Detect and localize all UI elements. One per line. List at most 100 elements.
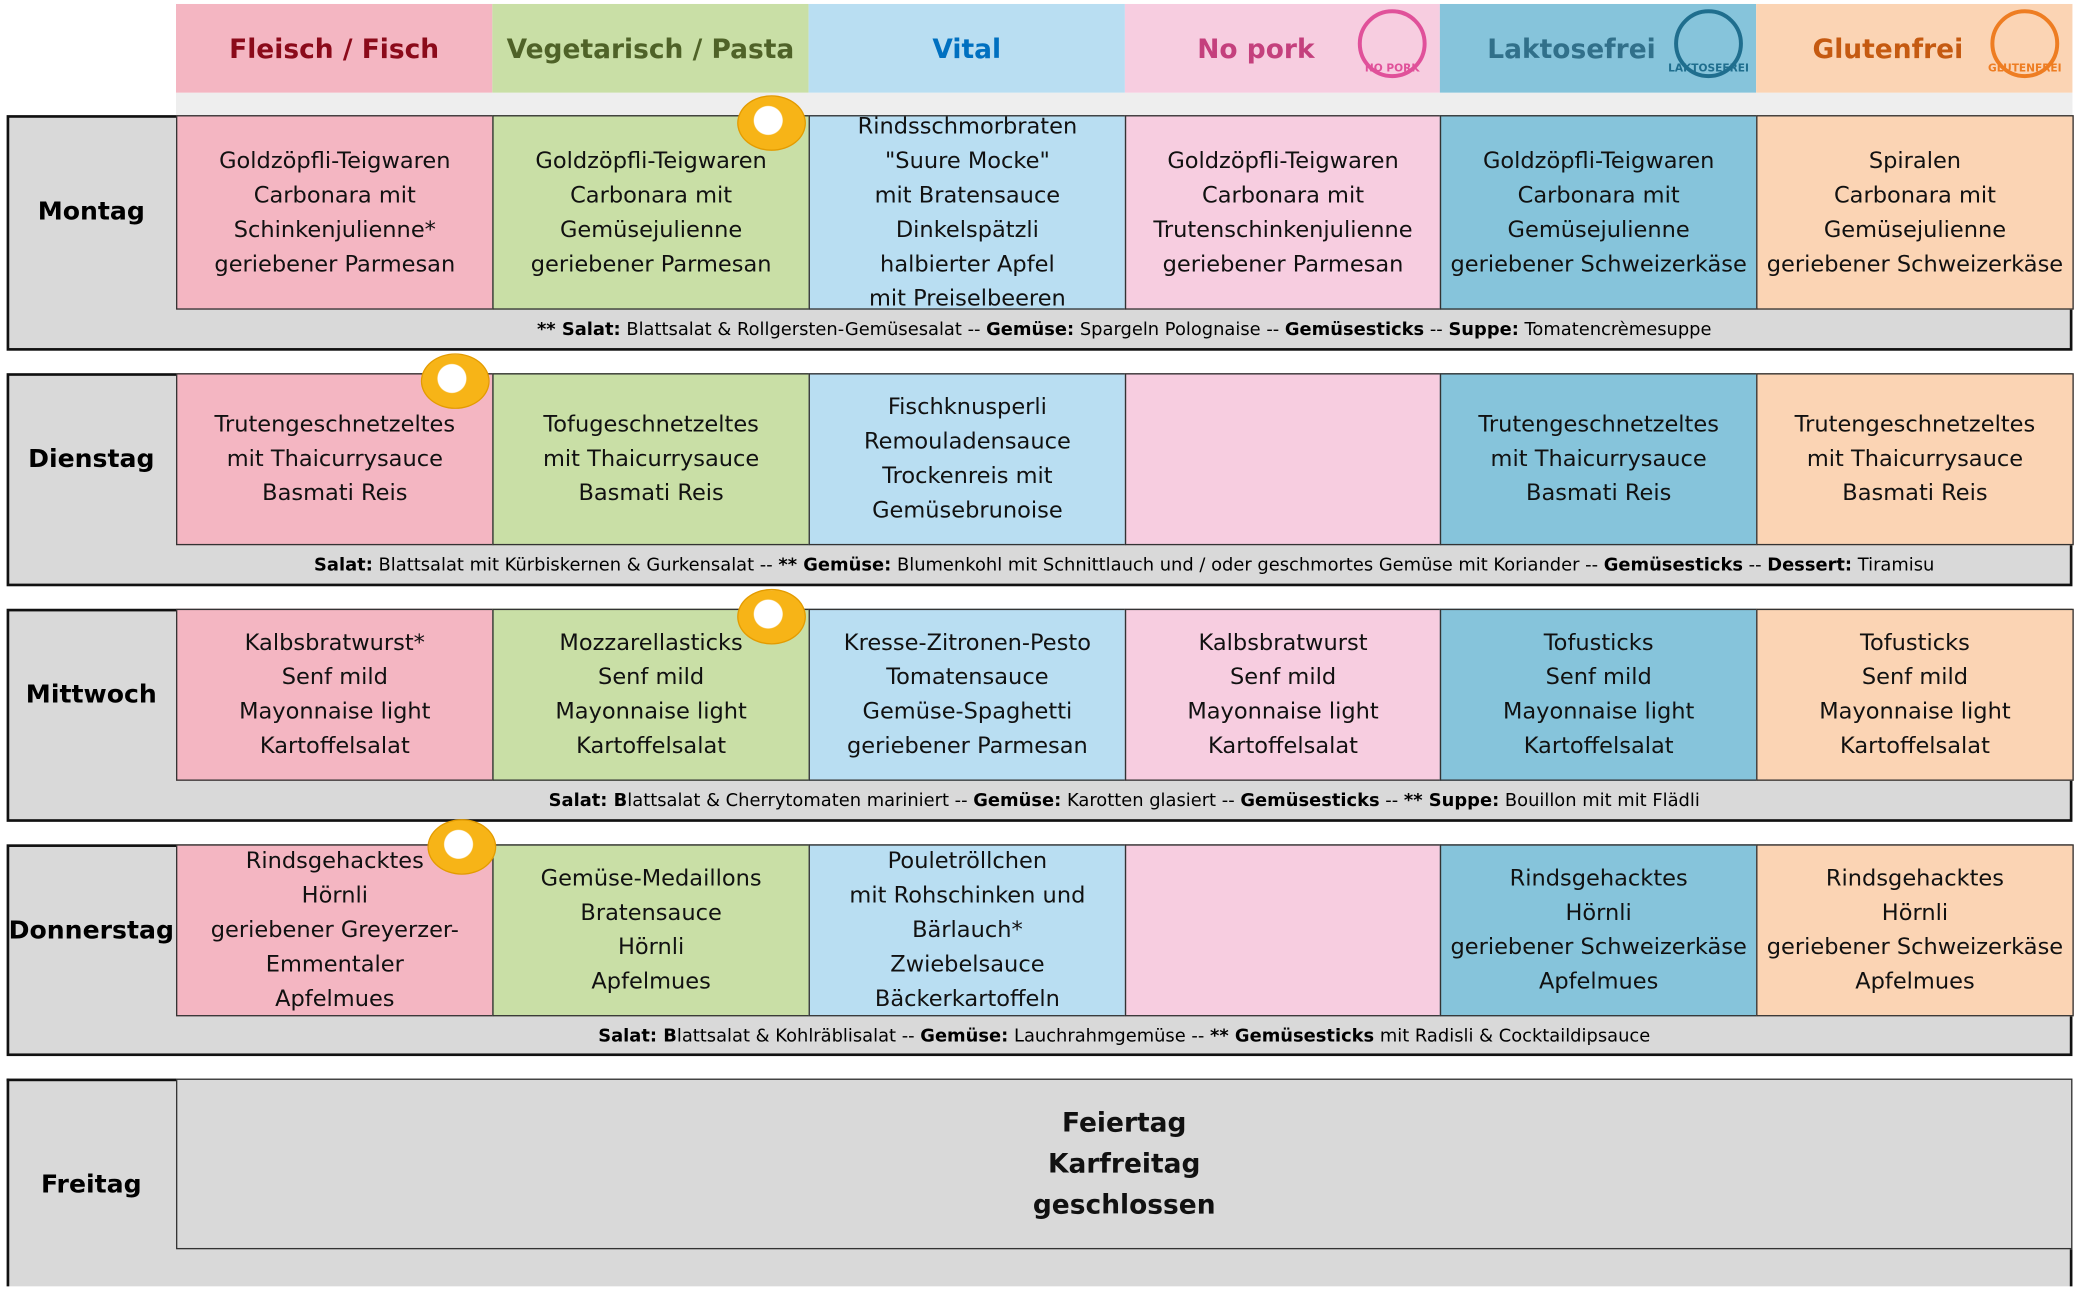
side-segment: -- (1424, 318, 1449, 341)
dish-line: Kartoffelsalat (576, 733, 727, 760)
dish-cell: Goldzöpfli-Teigwaren Carbonara mit Schinke… (176, 115, 494, 310)
side-segment: ** Gemüsesticks (1210, 1024, 1375, 1047)
dish-line: Gemüsejulienne (559, 216, 743, 243)
dish-line: Gemüse-Spaghetti (862, 698, 1073, 726)
side-segment: Spargeln Polognaise -- (1074, 318, 1285, 341)
column-title: Vital (932, 32, 1002, 65)
dish-line: Rindsgehacktes (245, 848, 424, 875)
dish-line: geriebener Schweizerkäse (1450, 250, 1747, 278)
dish-line: Kartoffelsalat (259, 733, 410, 760)
dish-line: Gemüsejulienne (1823, 216, 2007, 243)
column-header: Vegetarisch / Pasta (492, 3, 809, 93)
side-dishes: Salat: Blattsalat mit Kürbiskernen & Gur… (176, 544, 2072, 586)
side-segment: Salat: (314, 554, 373, 576)
dish-cell: Kalbsbratwurst* Senf mild Mayonnaise light… (176, 608, 494, 781)
dish-line: mit Thaicurrysauce (1806, 445, 2024, 473)
dish-cell: Tofugeschnetzeltes mit Thaicurrysauce Basm… (492, 373, 810, 546)
dish-line: Carbonara mit (1833, 181, 1996, 209)
dish-line: Mozzarellasticks (559, 629, 743, 657)
dish-cell: Mozzarellasticks Senf mild Mayonnaise ligh… (492, 608, 810, 781)
day-name: Dienstag (28, 444, 155, 474)
day-name: Freitag (40, 1169, 142, 1200)
closed-cell: Feiertag Karfreitag geschlossen (176, 1078, 2073, 1250)
dish-line: Basmati Reis (578, 480, 724, 507)
dish-line: Carbonara mit (570, 181, 733, 209)
dish-cell: Spiralen Carbonara mit Gemüsejulienne gerie… (1756, 115, 2074, 310)
dish-line: geriebener Schweizerkäse (1766, 250, 2064, 278)
side-segment: Karotten glasiert -- (1061, 790, 1241, 812)
dish-cell: Kalbsbratwurst Senf mild Mayonnaise light K… (1124, 608, 1442, 781)
side-segment: Gemüse: (973, 790, 1062, 812)
dish-cell: Rindsgehacktes Hörnli geriebener Greyerzer… (176, 844, 494, 1017)
dish-line: Trutengeschnetzeltes (214, 411, 456, 439)
day-name: Mittwoch (25, 679, 157, 709)
dish-line: Kartoffelsalat (1208, 733, 1359, 760)
dish-cell: Kresse-Zitronen-Pesto Tomatensauce Gemüse-… (808, 608, 1127, 781)
dish-line: Kresse-Zitronen-Pesto (843, 629, 1091, 657)
side-segment: Gemüsesticks (1240, 790, 1380, 812)
dish-line: Tomatensauce (886, 664, 1049, 691)
dish-line: Gemüsebrunoise (872, 497, 1063, 525)
dish-cell: Rindsgehacktes Hörnli geriebener Schweizer… (1756, 844, 2074, 1017)
column-title: Vegetarisch / Pasta (506, 32, 795, 65)
dish-line: mit Bratensauce (874, 181, 1061, 209)
dish-line: Tofusticks (1860, 629, 1970, 657)
dish-line: Tofugeschnetzeltes (543, 411, 759, 439)
dish-line: Carbonara mit (1517, 181, 1680, 209)
dish-line: Carbonara mit (253, 181, 416, 209)
dish-line: geriebener Schweizerkäse (1450, 934, 1747, 961)
side-segment: Tomatencrèmesuppe (1518, 318, 1712, 341)
dish-line: Fischknusperli (887, 394, 1047, 421)
dish-line: Mayonnaise light (1819, 698, 2011, 726)
dish-cell: Tofusticks Senf mild Mayonnaise light Karto… (1756, 608, 2074, 781)
dish-cell (1124, 844, 1442, 1017)
dish-line: Basmati Reis (262, 480, 408, 507)
dish-line: "Suure Mocke" (884, 147, 1050, 175)
dish-line: Trutengeschnetzeltes (1794, 411, 2036, 439)
dish-line: Bäckerkartoffeln (874, 985, 1060, 1013)
dish-line: Carbonara mit (1202, 181, 1365, 209)
dish-line: mit Rohschinken und (849, 882, 1086, 910)
dish-cell (1124, 373, 1442, 546)
dish-line: Goldzöpfli-Teigwaren (1482, 147, 1715, 175)
dish-line: mit Preiselbeeren (868, 285, 1066, 310)
dish-line: mit Thaicurrysauce (226, 445, 443, 473)
dish-line: Mayonnaise light (555, 698, 747, 726)
chef-badge (420, 353, 490, 409)
dish-line: Hörnli (1881, 899, 1949, 927)
dish-line: Goldzöpfli-Teigwaren (535, 147, 767, 175)
dish-line: Senf mild (1229, 664, 1337, 691)
side-segment: -- (1379, 790, 1404, 812)
header-gap (176, 92, 2073, 116)
dish-line: geriebener Parmesan (1162, 250, 1404, 278)
side-segment: Gemüse: (986, 318, 1075, 341)
side-segment: -- (1742, 554, 1768, 576)
column-title: No pork (1197, 32, 1315, 65)
logo-text: LAKTOSEFREI (1668, 61, 1749, 74)
dish-line: Spiralen (1868, 147, 1962, 175)
dish-cell: Rindsgehacktes Hörnli geriebener Schweizer… (1439, 844, 1758, 1017)
dish-line: Gemüsejulienne (1507, 216, 1690, 243)
column-title: Glutenfrei (1812, 32, 1964, 65)
dish-line: Bratensauce (580, 899, 722, 927)
closed-line: Feiertag (1061, 1106, 1187, 1139)
chef-badge (737, 588, 806, 645)
dish-line: Apfelmues (591, 968, 711, 996)
column-header: Vital (808, 3, 1125, 93)
side-segment: Gemüsesticks (1284, 318, 1425, 341)
dish-line: Tofusticks (1543, 629, 1654, 657)
dish-line: Basmati Reis (1842, 480, 1988, 507)
side-segment: Bouillon mit mit Flädli (1499, 790, 1700, 812)
dish-line: Hörnli (301, 882, 368, 910)
column-header: Fleisch / Fisch (176, 3, 493, 93)
dish-line: Kartoffelsalat (1523, 733, 1674, 760)
side-segment: ** Suppe: (1403, 790, 1500, 812)
dish-line: Basmati Reis (1526, 480, 1672, 507)
column-logo: GLUTENFREI (1988, 9, 2062, 79)
dish-line: mit Thaicurrysauce (543, 445, 760, 473)
column-logo: NO PORK (1357, 9, 1427, 79)
dish-line: Hörnli (1565, 899, 1632, 927)
closed-line: Karfreitag (1047, 1147, 1201, 1180)
dish-cell: Gemüse-Medaillons Bratensauce Hörnli Apfelm… (492, 844, 810, 1017)
